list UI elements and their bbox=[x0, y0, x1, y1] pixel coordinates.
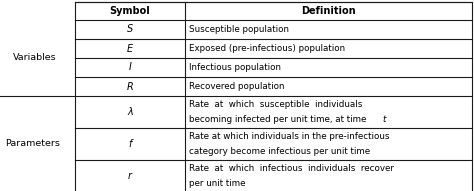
Text: category become infectious per unit time: category become infectious per unit time bbox=[189, 147, 370, 156]
Text: Symbol: Symbol bbox=[109, 6, 150, 16]
Text: Definition: Definition bbox=[301, 6, 356, 16]
Text: Variables: Variables bbox=[13, 53, 57, 62]
Text: I: I bbox=[128, 62, 131, 73]
Text: per unit time: per unit time bbox=[189, 179, 246, 188]
Text: R: R bbox=[127, 82, 133, 91]
Text: becoming infected per unit time, at time: becoming infected per unit time, at time bbox=[189, 115, 369, 124]
Text: E: E bbox=[127, 44, 133, 53]
Text: Parameters: Parameters bbox=[6, 139, 61, 148]
Text: Rate  at  which  infectious  individuals  recover: Rate at which infectious individuals rec… bbox=[189, 164, 394, 173]
Text: Rate  at  which  susceptible  individuals: Rate at which susceptible individuals bbox=[189, 100, 363, 109]
Bar bbox=[75, 2, 472, 191]
Text: r: r bbox=[128, 171, 132, 181]
Text: Infectious population: Infectious population bbox=[189, 63, 281, 72]
Text: Susceptible population: Susceptible population bbox=[189, 25, 289, 34]
Text: f: f bbox=[128, 139, 132, 149]
Text: S: S bbox=[127, 24, 133, 35]
Text: Rate at which individuals in the pre-infectious: Rate at which individuals in the pre-inf… bbox=[189, 132, 390, 141]
Text: Exposed (pre-infectious) population: Exposed (pre-infectious) population bbox=[189, 44, 345, 53]
Text: t: t bbox=[382, 115, 385, 124]
Text: Recovered population: Recovered population bbox=[189, 82, 284, 91]
Text: λ: λ bbox=[127, 107, 133, 117]
